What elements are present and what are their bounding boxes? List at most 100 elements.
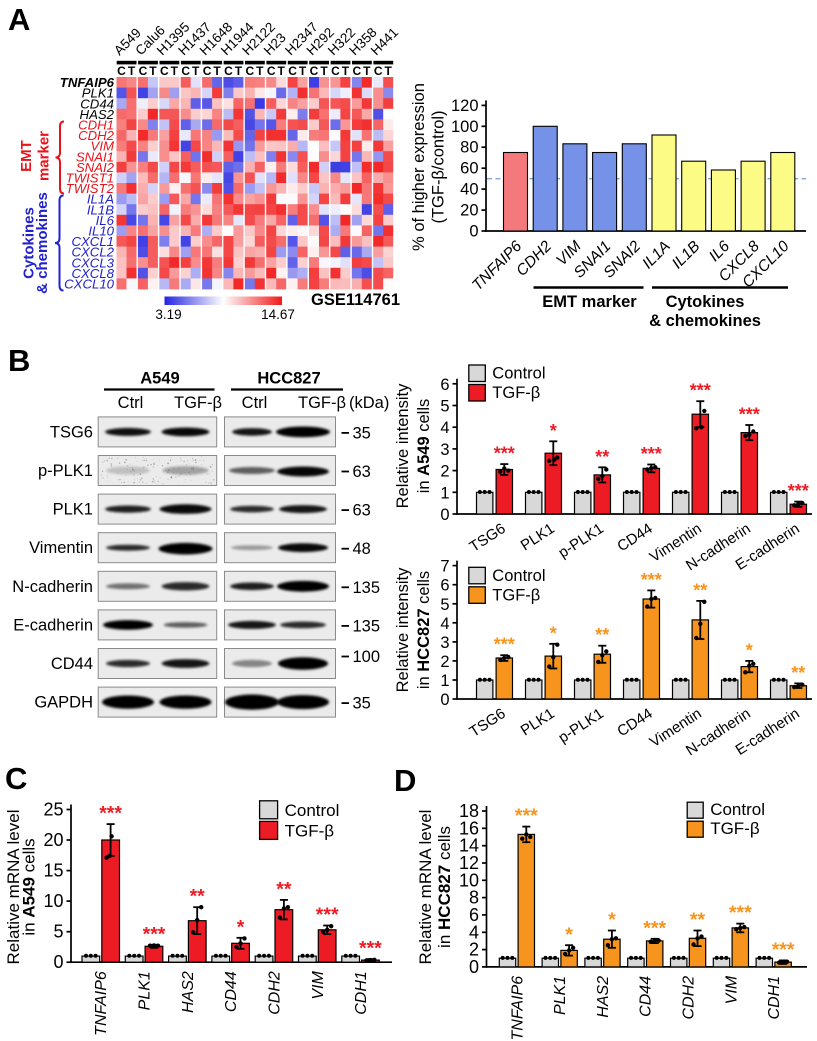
svg-text:***: *** (739, 405, 760, 425)
svg-text:PLK1: PLK1 (137, 971, 154, 1010)
svg-text:T: T (363, 64, 371, 78)
svg-text:6: 6 (440, 577, 449, 595)
svg-text:***: *** (641, 444, 662, 464)
svg-text:HAS2: HAS2 (180, 971, 197, 1013)
svg-text:PLK1: PLK1 (82, 86, 114, 101)
svg-text:C: C (310, 64, 319, 78)
svg-text:6: 6 (440, 376, 449, 394)
svg-text:*: * (550, 421, 557, 441)
svg-text:TGF-β: TGF-β (710, 819, 760, 838)
svg-text:TSG6: TSG6 (467, 705, 509, 741)
svg-text:A: A (8, 2, 30, 37)
svg-text:***: *** (143, 923, 166, 945)
svg-text:TGF-β: TGF-β (285, 821, 335, 840)
svg-text:T: T (299, 64, 307, 78)
svg-text:5: 5 (440, 398, 449, 416)
svg-text:VIM: VIM (310, 971, 327, 1000)
svg-text:CDH1: CDH1 (766, 976, 783, 1020)
svg-text:TSG6: TSG6 (467, 520, 509, 556)
svg-text:4: 4 (440, 615, 449, 633)
svg-text:**: ** (190, 886, 206, 908)
svg-text:Relative mRNA level: Relative mRNA level (4, 810, 23, 965)
svg-text:**: ** (690, 909, 706, 931)
svg-text:0: 0 (469, 957, 479, 977)
svg-text:20: 20 (43, 830, 63, 850)
svg-text:TWIST1: TWIST1 (66, 171, 114, 186)
svg-text:TGF-β: TGF-β (492, 586, 540, 604)
svg-text:T: T (278, 64, 286, 78)
svg-text:CXCL1: CXCL1 (71, 234, 114, 249)
svg-text:(TGF-β/control): (TGF-β/control) (430, 110, 448, 223)
svg-text:in HCC827 cells: in HCC827 cells (415, 571, 433, 689)
svg-text:C: C (160, 64, 169, 78)
svg-text:C: C (203, 64, 212, 78)
svg-text:***: *** (494, 635, 515, 655)
svg-text:C: C (245, 64, 254, 78)
svg-text:***: *** (515, 805, 538, 827)
svg-text:IL1A: IL1A (87, 192, 114, 207)
svg-text:0: 0 (440, 506, 449, 524)
svg-text:CXCL10: CXCL10 (64, 277, 115, 292)
svg-text:**: ** (693, 580, 707, 600)
svg-text:***: *** (643, 917, 666, 939)
svg-text:7: 7 (440, 558, 449, 576)
svg-text:100: 100 (353, 648, 381, 666)
svg-text:5: 5 (440, 596, 449, 614)
svg-text:C: C (374, 64, 383, 78)
svg-text:**: ** (595, 447, 609, 467)
svg-text:120: 120 (451, 97, 479, 115)
svg-text:***: *** (788, 481, 809, 501)
svg-text:in A549 cells: in A549 cells (20, 838, 39, 935)
svg-text:(kDa): (kDa) (349, 394, 389, 412)
svg-text:HAS2: HAS2 (80, 107, 115, 122)
svg-text:6: 6 (469, 905, 479, 925)
svg-text:Vimentin: Vimentin (29, 539, 93, 557)
svg-text:15: 15 (43, 861, 63, 881)
svg-text:T: T (128, 64, 136, 78)
svg-text:***: *** (641, 570, 662, 590)
svg-text:CD44: CD44 (80, 96, 114, 111)
svg-text:Control: Control (492, 365, 545, 383)
svg-text:% of higher expression: % of higher expression (410, 83, 428, 251)
svg-text:EMT: EMT (18, 140, 35, 172)
svg-text:0: 0 (440, 691, 449, 709)
svg-text:T: T (192, 64, 200, 78)
svg-text:0: 0 (53, 952, 63, 972)
svg-text:IL1B: IL1B (87, 202, 114, 217)
svg-text:C: C (331, 64, 340, 78)
svg-text:A549: A549 (140, 370, 179, 388)
svg-text:C: C (139, 64, 148, 78)
svg-text:CDH1: CDH1 (78, 118, 114, 133)
svg-text:***: *** (772, 939, 795, 961)
svg-text:SNAI1: SNAI1 (76, 149, 114, 164)
svg-text:PLK1: PLK1 (518, 705, 558, 739)
svg-text:1: 1 (440, 484, 449, 502)
svg-text:N-cadherin: N-cadherin (12, 578, 93, 596)
svg-text:CXCL8: CXCL8 (71, 266, 114, 281)
svg-text:35: 35 (353, 695, 371, 713)
svg-text:10: 10 (43, 891, 63, 911)
svg-text:TNFAIP6: TNFAIP6 (60, 75, 115, 90)
svg-text:Ctrl: Ctrl (118, 394, 144, 412)
svg-text:5: 5 (53, 922, 63, 942)
svg-text:TGF-β: TGF-β (298, 394, 346, 412)
svg-text:SNAI2: SNAI2 (76, 160, 115, 175)
svg-text:VIM: VIM (91, 139, 114, 154)
svg-text:C: C (224, 64, 233, 78)
svg-text:48: 48 (353, 540, 371, 558)
svg-text:marker: marker (36, 131, 53, 181)
svg-text:CDH2: CDH2 (681, 976, 698, 1020)
svg-text:TGF-β: TGF-β (492, 384, 540, 402)
svg-text:IL1B: IL1B (669, 238, 704, 273)
svg-text:*: * (237, 916, 245, 938)
svg-text:Cytokines: Cytokines (21, 207, 38, 279)
svg-text:20: 20 (460, 202, 478, 220)
svg-text:p-PLK1: p-PLK1 (38, 462, 93, 480)
svg-text:2: 2 (440, 653, 449, 671)
svg-text:Control: Control (492, 567, 545, 585)
svg-text:EMT marker: EMT marker (542, 293, 637, 311)
svg-text:4: 4 (440, 419, 449, 437)
svg-text:CD44: CD44 (223, 971, 240, 1012)
svg-text:E-cadherin: E-cadherin (13, 616, 93, 634)
svg-text:T: T (235, 64, 243, 78)
